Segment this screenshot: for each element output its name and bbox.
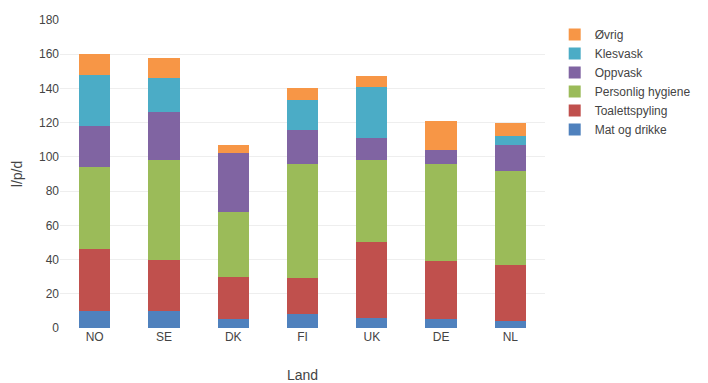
svg-text:Oppvask: Oppvask [595,66,643,80]
svg-text:FI: FI [297,330,308,344]
svg-text:Toalettspyling: Toalettspyling [595,104,668,118]
svg-text:0: 0 [52,321,59,335]
svg-text:NO: NO [86,330,104,344]
svg-text:Klesvask: Klesvask [595,47,644,61]
svg-text:40: 40 [46,253,60,267]
svg-text:180: 180 [39,13,59,27]
svg-text:SE: SE [156,330,172,344]
svg-text:Land: Land [287,367,318,383]
svg-text:Mat og drikke: Mat og drikke [595,123,667,137]
svg-text:60: 60 [46,219,60,233]
svg-text:NL: NL [503,330,519,344]
svg-text:DK: DK [225,330,242,344]
svg-text:120: 120 [39,116,59,130]
svg-text:80: 80 [46,184,60,198]
svg-text:Personlig hygiene: Personlig hygiene [595,85,691,99]
svg-text:160: 160 [39,47,59,61]
svg-text:Øvrig: Øvrig [595,28,624,42]
svg-text:20: 20 [46,287,60,301]
svg-text:140: 140 [39,82,59,96]
svg-text:DE: DE [433,330,450,344]
svg-text:l/p/d: l/p/d [9,161,25,187]
svg-text:100: 100 [39,150,59,164]
svg-text:UK: UK [363,330,380,344]
